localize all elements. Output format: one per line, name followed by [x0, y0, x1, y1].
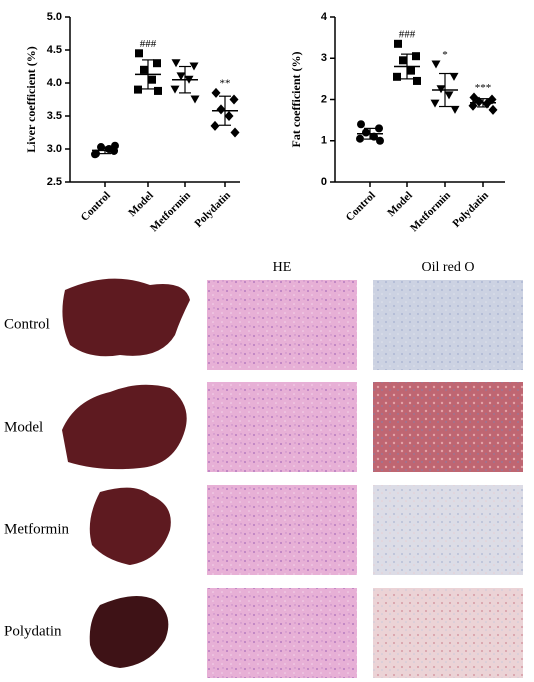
- point: [436, 85, 446, 94]
- point: [140, 65, 148, 74]
- point: [230, 127, 240, 138]
- liver-photo: [62, 384, 187, 470]
- point: [431, 60, 441, 69]
- point: [135, 49, 143, 58]
- point: [154, 86, 162, 95]
- row-label: Control: [4, 316, 50, 332]
- point: [134, 85, 142, 94]
- y-tick-label: 5.0: [47, 11, 62, 23]
- significance: ***: [475, 82, 492, 94]
- y-tick-label: 3: [321, 52, 327, 64]
- point: [211, 87, 221, 98]
- row-label: Model: [4, 419, 43, 435]
- point: [111, 141, 119, 150]
- x-tick-label: Model: [385, 189, 415, 219]
- point: [91, 150, 99, 159]
- liver-photos: [62, 278, 190, 668]
- he-image: [207, 280, 357, 370]
- x-tick-label: Control: [344, 189, 378, 223]
- he-image: [207, 485, 357, 575]
- oil-red-image: [373, 588, 523, 678]
- row-label: Polydatin: [4, 623, 62, 639]
- liver-photo: [89, 487, 171, 565]
- point: [216, 104, 226, 115]
- point: [430, 99, 440, 108]
- significance: ###: [140, 38, 157, 50]
- y-tick-label: 1: [321, 135, 327, 147]
- point: [171, 59, 181, 68]
- significance: ###: [399, 28, 416, 40]
- oil-red-image: [373, 280, 523, 370]
- point: [393, 72, 401, 81]
- x-tick-label: Model: [126, 189, 156, 219]
- y-tick-label: 0: [321, 176, 327, 188]
- liver-photo: [62, 278, 190, 357]
- x-tick-label: Control: [79, 189, 113, 223]
- liver-photo: [89, 596, 169, 668]
- column-header: HE: [273, 260, 292, 275]
- point: [148, 75, 156, 84]
- point: [375, 124, 383, 133]
- point: [170, 85, 180, 94]
- point: [190, 95, 200, 104]
- significance: **: [220, 77, 231, 89]
- point: [153, 59, 161, 68]
- point: [413, 76, 421, 85]
- he-image: [207, 382, 357, 472]
- point: [488, 104, 498, 115]
- point: [407, 66, 415, 75]
- point: [450, 105, 460, 114]
- y-tick-label: 3.0: [47, 143, 62, 155]
- point: [444, 91, 454, 100]
- y-tick-label: 3.5: [47, 110, 62, 122]
- point: [449, 72, 459, 81]
- y-tick-label: 2: [321, 93, 327, 105]
- he-image: [207, 588, 357, 678]
- y-axis-label: Fat coefficient (%): [289, 52, 303, 148]
- point: [482, 98, 492, 109]
- point: [210, 120, 220, 131]
- point: [224, 111, 234, 121]
- micrographs: [207, 280, 523, 678]
- y-tick-label: 4.5: [47, 44, 62, 56]
- point: [412, 52, 420, 61]
- oil-red-image: [373, 485, 523, 575]
- x-tick-label: Polydatin: [450, 189, 490, 229]
- oil-red-image: [373, 382, 523, 472]
- x-tick-label: Metformin: [148, 189, 193, 234]
- column-header: Oil red O: [422, 260, 475, 275]
- point: [176, 72, 186, 81]
- y-tick-label: 2.5: [47, 176, 62, 188]
- x-tick-label: Polydatin: [192, 189, 232, 229]
- point: [376, 136, 384, 145]
- point: [357, 120, 365, 129]
- point: [356, 134, 364, 143]
- point: [399, 56, 407, 65]
- row-label: Metformin: [4, 521, 69, 537]
- point: [394, 39, 402, 48]
- significance: *: [442, 49, 448, 61]
- y-axis-label: Liver coefficient (%): [24, 46, 38, 152]
- x-tick-label: Metformin: [408, 189, 453, 234]
- point: [362, 128, 370, 137]
- point: [189, 62, 199, 71]
- y-tick-label: 4: [321, 11, 328, 23]
- point: [229, 94, 239, 105]
- y-tick-label: 4.0: [47, 77, 62, 89]
